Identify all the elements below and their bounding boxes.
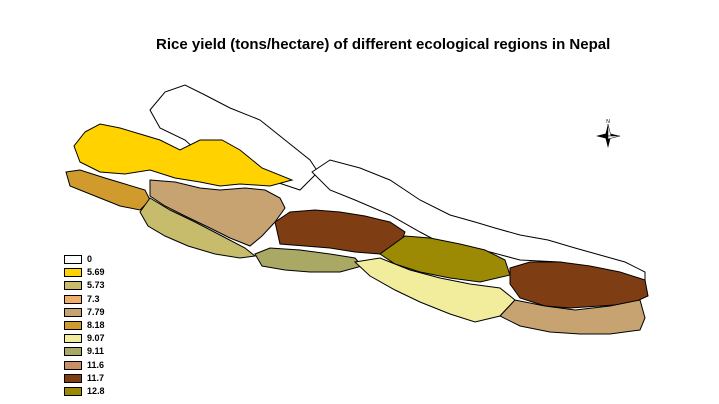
region-central-hill [274, 209, 406, 255]
compass-north-label: N [606, 119, 610, 125]
legend-label: 9.11 [87, 346, 105, 357]
legend-item: 11.6 [64, 359, 105, 372]
map-legend: 0 5.69 5.73 7.3 7.79 8.18 9.07 9.11 11.6… [64, 253, 105, 398]
legend-swatch [64, 255, 82, 265]
legend-swatch [64, 386, 82, 396]
legend-label: 0 [87, 254, 93, 265]
legend-swatch [64, 347, 82, 357]
region-central-mountain [311, 159, 646, 283]
legend-item: 0 [64, 253, 105, 266]
legend-label: 12.8 [87, 385, 105, 396]
legend-item: 11.7 [64, 372, 105, 385]
legend-swatch [64, 334, 82, 344]
legend-label: 9.07 [87, 333, 105, 344]
legend-item: 7.3 [64, 293, 105, 306]
legend-label: 5.73 [87, 280, 105, 291]
legend-label: 8.18 [87, 320, 105, 331]
region-far-eastern-terai [499, 299, 646, 335]
legend-item: 5.73 [64, 279, 105, 292]
region-far-west-terai [65, 169, 151, 211]
region-western-terai [139, 197, 257, 259]
legend-swatch [64, 281, 82, 291]
legend-item: 5.69 [64, 266, 105, 279]
region-eastern-mid-hill [379, 235, 511, 283]
legend-swatch [64, 321, 82, 331]
compass-rose-icon: N [596, 119, 621, 148]
legend-swatch [64, 268, 82, 278]
region-central-terai [254, 247, 363, 273]
legend-label: 7.79 [87, 306, 105, 317]
legend-label: 5.69 [87, 267, 105, 278]
legend-swatch [64, 294, 82, 304]
legend-item: 7.79 [64, 306, 105, 319]
legend-swatch [64, 360, 82, 370]
legend-label: 11.7 [87, 372, 105, 383]
legend-item: 12.8 [64, 385, 105, 398]
map-title: Rice yield (tons/hectare) of different e… [156, 36, 611, 53]
legend-item: 9.07 [64, 332, 105, 345]
legend-label: 7.3 [87, 293, 100, 304]
legend-label: 11.6 [87, 359, 105, 370]
legend-item: 9.11 [64, 345, 105, 358]
region-far-west-hill [73, 123, 294, 187]
legend-swatch [64, 307, 82, 317]
legend-swatch [64, 373, 82, 383]
legend-item: 8.18 [64, 319, 105, 332]
